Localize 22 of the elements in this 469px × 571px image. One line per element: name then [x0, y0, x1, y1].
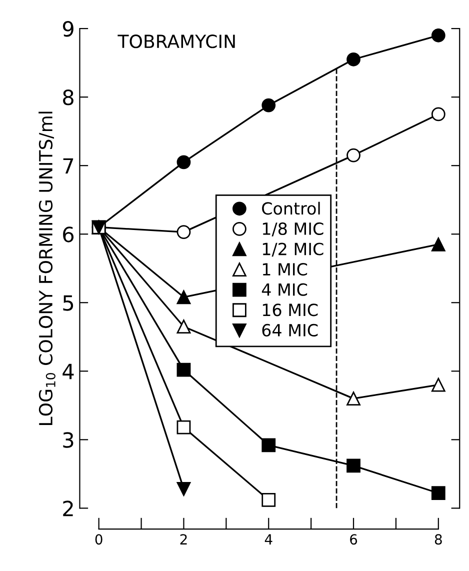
y-tick-label: 9	[62, 21, 74, 37]
x-tick-label: 8	[434, 534, 442, 545]
y-tick-label: 3	[63, 432, 74, 448]
y-tick-label: 7	[63, 158, 74, 174]
legend-label: 16 MIC	[262, 304, 318, 316]
x-tick-label: 0	[95, 534, 102, 545]
y-tick-label: 6	[63, 226, 74, 242]
legend-label: 1/8 MIC	[262, 222, 324, 236]
legend-label: 1/2 MIC	[262, 242, 324, 257]
legend-label: 4 MIC	[262, 283, 308, 296]
y-tick-label: 2	[63, 500, 73, 516]
y-tick-label: 5	[63, 295, 74, 311]
legend-label: Control	[262, 202, 320, 215]
x-tick-label: 6	[350, 534, 358, 545]
y-axis-title: LOG$_{10}$ COLONY FORMING UNITS/ml	[38, 112, 56, 425]
x-tick-label: 2	[180, 534, 187, 544]
y-tick-label: 8	[63, 90, 74, 106]
chart-title: TOBRAMYCIN	[118, 34, 235, 48]
y-tick-label: 4	[62, 364, 74, 380]
legend-label: 64 MIC	[262, 324, 318, 336]
legend-label: 1 MIC	[262, 262, 308, 276]
x-tick-label: 4	[264, 534, 272, 544]
